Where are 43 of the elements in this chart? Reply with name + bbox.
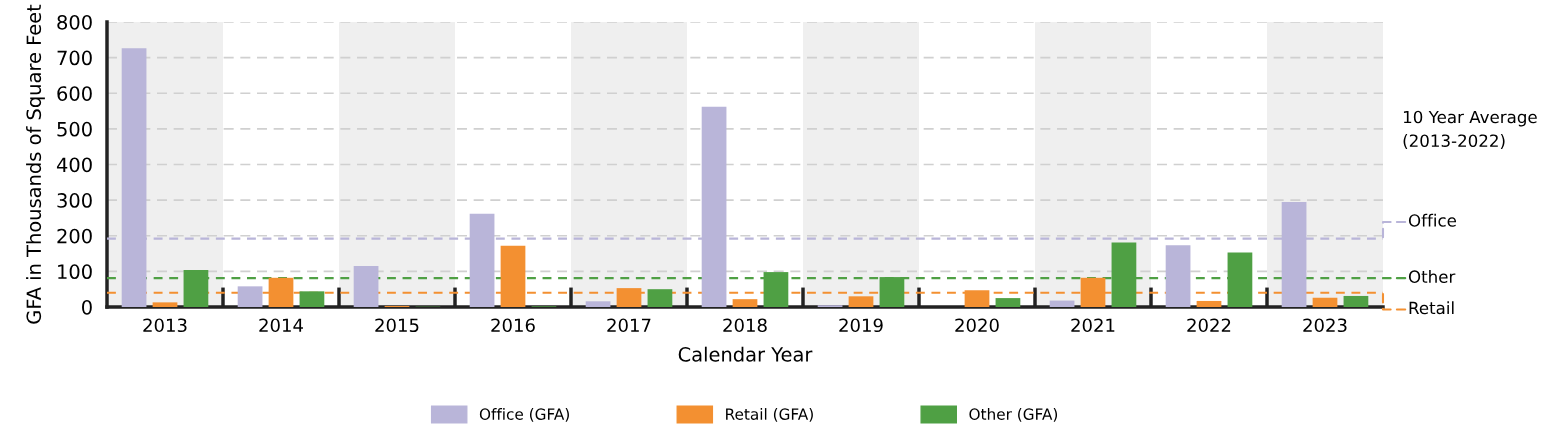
bar bbox=[1165, 245, 1191, 307]
y-tick-label: 0 bbox=[82, 299, 92, 315]
ref-line-label: Other bbox=[1408, 270, 1456, 283]
x-tick-label: 2017 bbox=[607, 318, 651, 333]
bar bbox=[848, 296, 874, 307]
x-tick-label: 2014 bbox=[259, 318, 303, 333]
legend-label: Office (GFA) bbox=[479, 408, 569, 422]
y-tick-label: 800 bbox=[57, 14, 92, 30]
text: 10 Year Average (2013-2022) bbox=[1403, 110, 1537, 149]
y-tick-label: 500 bbox=[57, 121, 92, 137]
bar bbox=[1196, 300, 1222, 307]
x-tick-label: 2022 bbox=[1187, 318, 1231, 333]
bar bbox=[237, 286, 263, 307]
bar bbox=[1049, 300, 1075, 307]
bar bbox=[152, 302, 178, 307]
y-tick-label: 700 bbox=[57, 50, 92, 66]
x-tick-label: 2016 bbox=[491, 318, 535, 333]
y-tick-label: 100 bbox=[58, 264, 92, 280]
x-tick-label: 2019 bbox=[839, 318, 883, 333]
bar bbox=[647, 289, 673, 307]
x-tick-label: 2023 bbox=[1303, 318, 1347, 333]
bar bbox=[353, 266, 379, 307]
bar bbox=[1312, 297, 1338, 307]
x-tick-label: 2013 bbox=[143, 318, 187, 333]
legend-label: Other (GFA) bbox=[969, 408, 1058, 422]
y-tick-label: 600 bbox=[57, 86, 92, 101]
bar bbox=[1343, 295, 1369, 307]
legend-label: Office bbox=[1408, 213, 1457, 227]
legend-label: Retail bbox=[1409, 301, 1454, 315]
y-tick-label: 200 bbox=[57, 228, 92, 244]
y-axis-title: GFA in Thousands of Square Feet bbox=[26, 4, 45, 324]
bar bbox=[585, 301, 611, 307]
legend-label: Retail (GFA) bbox=[726, 408, 813, 422]
x-tick-label: 2018 bbox=[723, 318, 767, 333]
bar bbox=[732, 299, 758, 307]
y-tick-label: 300 bbox=[57, 193, 92, 208]
x-axis-title: Calendar Year bbox=[678, 346, 813, 362]
x-tick-label: 2015 bbox=[375, 318, 419, 333]
x-tick-label: 2021 bbox=[1071, 318, 1115, 333]
bar bbox=[299, 291, 325, 307]
y-tick-label: 400 bbox=[56, 157, 92, 173]
bar bbox=[995, 298, 1021, 307]
x-tick-label: 2020 bbox=[955, 318, 999, 333]
